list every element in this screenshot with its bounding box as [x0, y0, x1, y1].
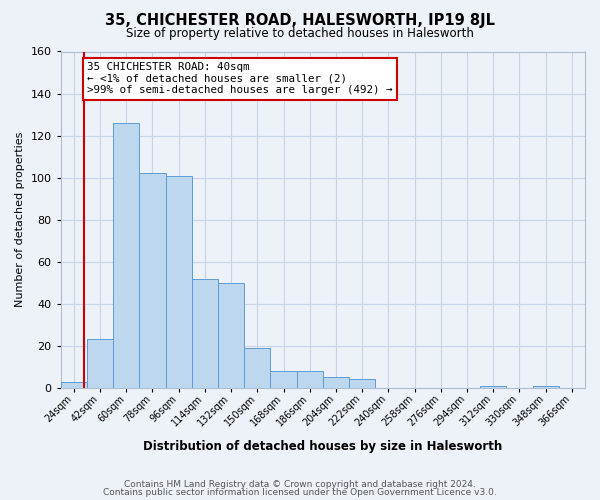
Text: 35, CHICHESTER ROAD, HALESWORTH, IP19 8JL: 35, CHICHESTER ROAD, HALESWORTH, IP19 8J…	[105, 12, 495, 28]
Text: Size of property relative to detached houses in Halesworth: Size of property relative to detached ho…	[126, 28, 474, 40]
Bar	[87, 340, 113, 388]
Bar	[480, 386, 506, 388]
Bar	[61, 382, 87, 388]
Bar	[533, 386, 559, 388]
X-axis label: Distribution of detached houses by size in Halesworth: Distribution of detached houses by size …	[143, 440, 502, 452]
Y-axis label: Number of detached properties: Number of detached properties	[15, 132, 25, 308]
Text: Contains HM Land Registry data © Crown copyright and database right 2024.: Contains HM Land Registry data © Crown c…	[124, 480, 476, 489]
Bar	[218, 282, 244, 388]
Text: 35 CHICHESTER ROAD: 40sqm
← <1% of detached houses are smaller (2)
>99% of semi-: 35 CHICHESTER ROAD: 40sqm ← <1% of detac…	[87, 62, 392, 95]
Bar	[271, 371, 296, 388]
Bar	[192, 278, 218, 388]
Bar	[323, 378, 349, 388]
Bar	[244, 348, 271, 388]
Bar	[296, 371, 323, 388]
Text: Contains public sector information licensed under the Open Government Licence v3: Contains public sector information licen…	[103, 488, 497, 497]
Bar	[113, 123, 139, 388]
Bar	[349, 380, 375, 388]
Bar	[139, 174, 166, 388]
Bar	[166, 176, 192, 388]
